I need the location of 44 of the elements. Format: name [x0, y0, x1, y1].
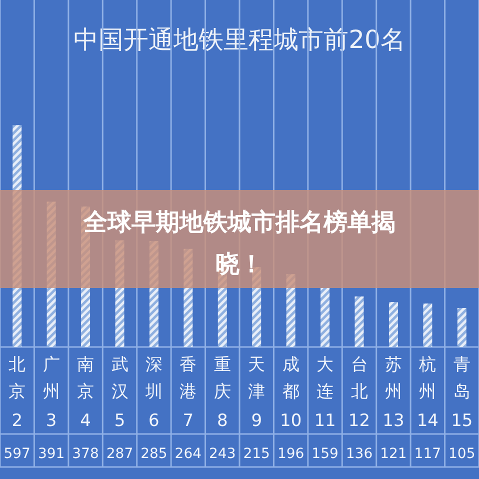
text: 5	[114, 411, 126, 431]
text: 4	[80, 411, 91, 431]
text: 10	[280, 411, 302, 431]
x-tick-label: 武汉	[111, 355, 128, 402]
data-label: 287	[106, 446, 134, 462]
x-tick-label: 广州	[42, 355, 60, 402]
text: 8	[216, 411, 228, 431]
data-label: 136	[346, 446, 373, 462]
x-tick-label: 深圳	[144, 355, 162, 402]
x-tick-label: 天津	[248, 355, 266, 402]
text: 12	[348, 411, 370, 431]
x-tick-label: 重庆	[214, 355, 231, 402]
annotation: 全球早期地铁城市排名榜单揭晓！	[82, 208, 396, 278]
text: 15	[451, 411, 473, 431]
data-label: 378	[72, 446, 99, 462]
data-label: 196	[277, 446, 304, 462]
x-tick-label: 香港	[180, 355, 197, 402]
data-label: 391	[38, 446, 65, 462]
x-tick-label: 台北	[350, 355, 368, 402]
x-tick-label: 成都	[282, 355, 300, 402]
data-label: 159	[312, 446, 338, 462]
data-label: 285	[140, 446, 168, 462]
x-tick-label: 杭州	[418, 355, 436, 402]
data-label: 264	[174, 446, 202, 462]
text: 14	[416, 411, 438, 431]
text: 13	[382, 411, 404, 431]
data-label: 243	[209, 446, 236, 462]
text: 7	[182, 411, 194, 431]
text: 6	[148, 411, 160, 431]
banner: 全球早期地铁城市排名榜单揭晓！	[0, 190, 479, 288]
x-tick-label: 苏州	[384, 355, 402, 402]
x-tick-label: 北京	[8, 355, 26, 402]
data-label: 215	[243, 446, 270, 462]
data-label: 121	[380, 446, 407, 462]
x-tick-label: 青岛	[453, 355, 470, 402]
text: 2	[12, 411, 23, 431]
data-label: 105	[448, 446, 476, 462]
x-tick-label: 大连	[316, 355, 334, 402]
data-label: 597	[4, 446, 30, 462]
data-label: 117	[414, 446, 442, 462]
text: 11	[314, 411, 336, 431]
text: 9	[251, 411, 262, 431]
x-tick-label: 南京	[77, 355, 94, 402]
text: 3	[46, 411, 57, 431]
